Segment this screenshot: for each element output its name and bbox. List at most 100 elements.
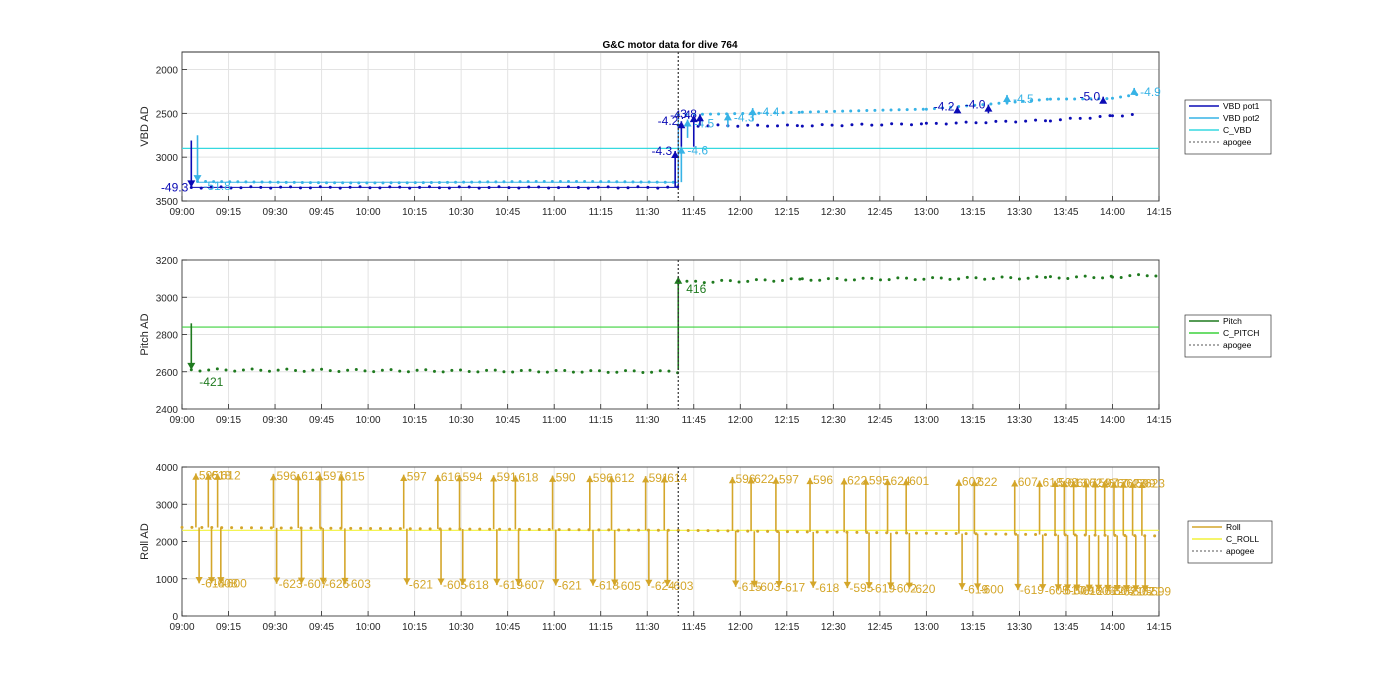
pitch-point [389, 368, 393, 372]
roll-point [269, 526, 273, 530]
vbd-pot2-point [252, 180, 256, 184]
vbd-pot1-point [318, 185, 322, 189]
vbd-pot1-point [328, 185, 332, 189]
pitch-point [450, 368, 454, 372]
vbd-pot1-point [1098, 114, 1102, 118]
vbd-pot2-point [671, 180, 675, 184]
vbd-x-tick-label: 10:45 [495, 207, 520, 218]
pitch-point [1017, 277, 1021, 281]
roll-x-tick-label: 11:00 [542, 622, 567, 633]
vbd-pot1-point [1014, 120, 1018, 124]
roll-event-up-arrowhead [1119, 481, 1127, 488]
roll-point [815, 530, 819, 534]
roll-point [924, 531, 928, 535]
roll-event-up-arrowhead [1070, 480, 1078, 488]
vbd-pot1-point [880, 123, 884, 127]
pitch-point [974, 276, 978, 280]
vbd-x-tick-label: 12:15 [774, 207, 799, 218]
vbd-event-arrowhead [187, 180, 196, 188]
vbd-x-tick-label: 09:00 [169, 207, 194, 218]
vbd-pot2-point [389, 181, 393, 185]
vbd-pot2-point [462, 180, 466, 184]
vbd-event-arrowhead [683, 119, 692, 127]
pitch-point [1137, 273, 1141, 277]
pitch-point [737, 280, 741, 284]
vbd-pot2-point [1127, 94, 1131, 98]
vbd-legend-box [1184, 99, 1272, 155]
vbd-pot1-point [1004, 119, 1008, 123]
roll-event-up-arrowhead [1082, 481, 1090, 488]
roll-point [934, 531, 938, 535]
pitch-point [363, 369, 367, 373]
roll-event-down-arrowhead [1014, 583, 1022, 591]
vbd-pot2-point [941, 106, 945, 110]
roll-event-up-label: 596 [813, 473, 833, 487]
vbd-pot2-point [373, 181, 377, 185]
roll-event-up-label: 597 [407, 470, 427, 484]
vbd-pot2-point [897, 108, 901, 112]
vbd-pot1-point [756, 123, 760, 127]
vbd-event-label: -51.8 [204, 179, 232, 193]
vbd-pot2-point [542, 179, 546, 183]
vbd-pot2-point [470, 180, 474, 184]
roll-event-up-label: 596 [735, 472, 755, 486]
vbd-y-tick-label: 2000 [156, 66, 179, 77]
roll-point [597, 528, 601, 532]
vbd-pot1-point [676, 185, 680, 189]
vbd-event-arrowhead [671, 151, 680, 159]
vbd-pot1-point [209, 185, 213, 189]
roll-event-down-arrowhead [514, 578, 523, 586]
vbd-pot2-point [684, 113, 688, 117]
roll-event-up-arrowhead [316, 474, 324, 481]
roll-event-up-arrowhead [338, 474, 346, 481]
roll-event-up-arrowhead [607, 475, 616, 483]
vbd-event-arrowhead [689, 115, 698, 123]
vbd-pot1-point [820, 123, 824, 127]
vbd-plot-area [181, 51, 1160, 202]
pitch-point [772, 279, 776, 283]
roll-point [547, 528, 551, 532]
pitch-point [571, 370, 575, 374]
vbd-pot1-point [358, 185, 362, 189]
vbd-pot2-point [639, 180, 643, 184]
vbd-pot1-point [934, 121, 938, 125]
pitch-point [1043, 275, 1047, 279]
roll-event-up-label: 591 [649, 471, 669, 485]
roll-point [895, 531, 899, 535]
vbd-pot2-point [558, 179, 562, 183]
pitch-x-tick-label: 09:30 [263, 415, 288, 426]
pitch-plot-border [181, 259, 1160, 410]
roll-point [994, 532, 998, 536]
roll-event-down-arrowhead [552, 579, 560, 586]
roll-event-up-label: 596 [593, 471, 613, 485]
roll-event-down-arrowhead [611, 579, 619, 586]
vbd-pot1-point [477, 186, 481, 190]
roll-x-tick-label: 11:15 [589, 622, 614, 633]
roll-point [746, 529, 750, 533]
vbd-event-arrowhead [984, 104, 993, 112]
pitch-point [905, 276, 909, 280]
roll-event-down-arrowhead [958, 583, 966, 590]
vbd-x-tick-label: 12:30 [821, 207, 846, 218]
vbd-pot1-point [890, 122, 894, 126]
vbd-pot1-point [909, 123, 913, 127]
roll-x-tick-label: 10:00 [356, 622, 381, 633]
roll-event-up-arrowhead [862, 478, 870, 485]
pitch-point [658, 369, 662, 373]
pitch-point [267, 369, 271, 373]
vbd-pot1-point [388, 185, 392, 189]
pitch-y-tick-label: 2600 [156, 368, 179, 379]
pitch-point [826, 277, 830, 281]
pitch-point [720, 278, 724, 282]
pitch-point [311, 368, 315, 372]
roll-event-down-arrowhead [207, 577, 216, 584]
pitch-point [896, 276, 900, 280]
roll-event-down-arrowhead [1054, 584, 1062, 591]
roll-point [379, 527, 383, 531]
pitch-point [1154, 274, 1158, 278]
vbd-pot2-point [921, 107, 925, 111]
roll-event-up-arrowhead [883, 478, 892, 486]
roll-event-down-arrowhead [341, 577, 349, 585]
vbd-pot1-point [457, 185, 461, 189]
vbd-pot2-point [510, 180, 514, 184]
